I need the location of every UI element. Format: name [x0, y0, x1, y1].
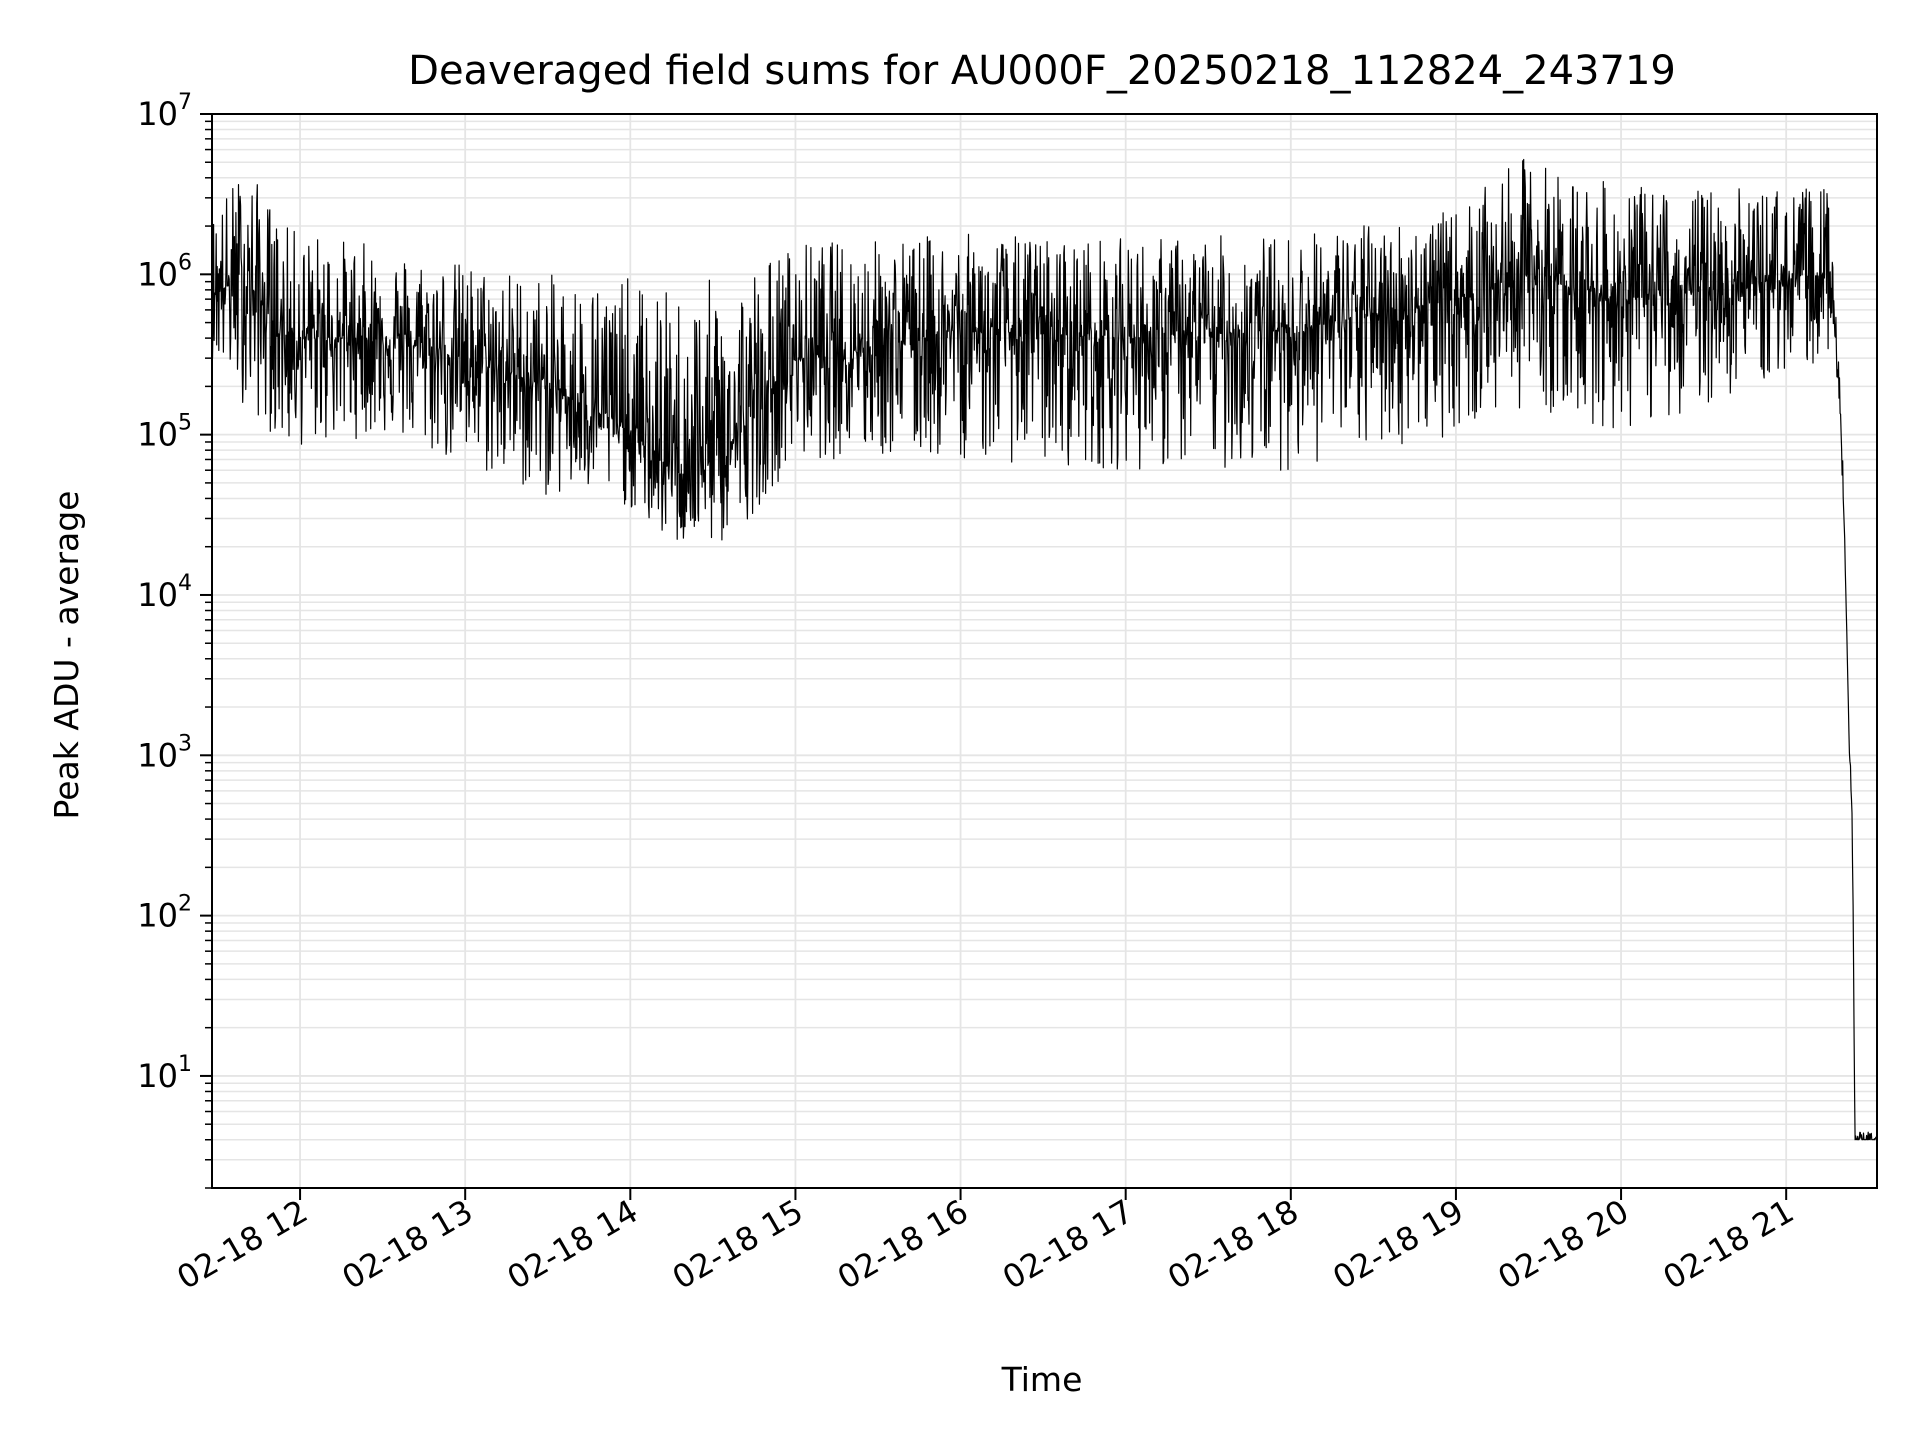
y-tick-label: 106 — [137, 250, 192, 293]
series-line — [211, 158, 1878, 1141]
x-axis-title: Time — [1001, 1360, 1083, 1399]
y-tick-label: 104 — [137, 571, 192, 614]
grid — [212, 113, 1877, 1189]
y-axis: 101 102 103 104 105 106 107 — [137, 90, 212, 1189]
chart-title: Deaveraged field sums for AU000F_2025021… — [408, 48, 1676, 94]
y-axis-title: Peak ADU - average — [47, 491, 86, 820]
y-tick-label: 103 — [137, 731, 192, 774]
series-layer — [211, 158, 1878, 1141]
y-tick-label: 107 — [137, 90, 192, 133]
plot-frame — [211, 113, 1878, 1189]
y-tick-label: 102 — [137, 892, 192, 935]
y-tick-label: 105 — [137, 411, 192, 454]
y-tick-label: 101 — [137, 1052, 192, 1095]
